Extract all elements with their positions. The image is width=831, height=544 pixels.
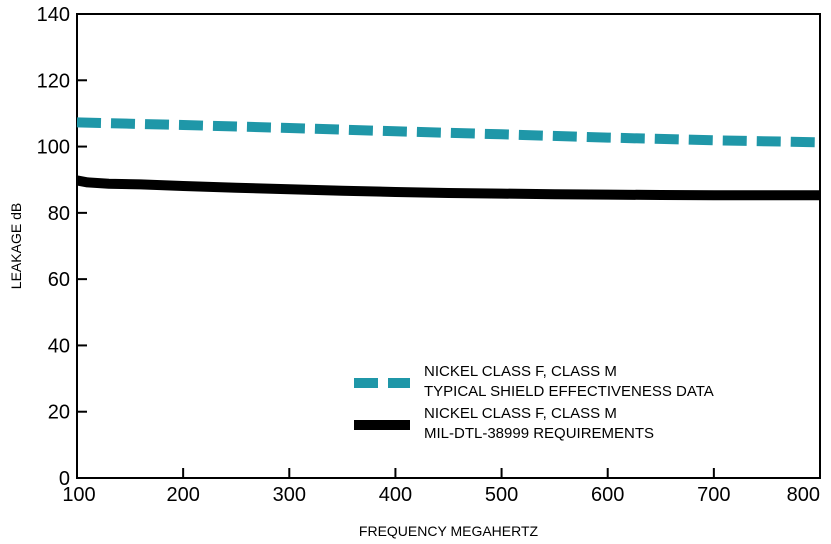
x-axis-label: FREQUENCY MEGAHERTZ bbox=[359, 523, 539, 539]
y-tick-label: 20 bbox=[48, 402, 70, 424]
legend-label: MIL-DTL-38999 REQUIREMENTS bbox=[424, 425, 654, 442]
x-tick-label: 500 bbox=[485, 484, 518, 506]
legend-label: NICKEL CLASS F, CLASS M bbox=[424, 405, 617, 422]
x-tick-label: 200 bbox=[166, 484, 199, 506]
y-tick-label: 140 bbox=[37, 4, 70, 26]
series-line bbox=[76, 117, 821, 148]
y-axis-label: LEAKAGE dB bbox=[8, 203, 24, 289]
x-tick-label: 600 bbox=[591, 484, 624, 506]
legend-label: TYPICAL SHIELD EFFECTIVENESS DATA bbox=[424, 383, 714, 400]
x-tick-label: 800 bbox=[787, 484, 820, 506]
x-tick-label: 400 bbox=[379, 484, 412, 506]
y-tick-label: 40 bbox=[48, 335, 70, 357]
plot-frame bbox=[76, 13, 821, 479]
legend: NICKEL CLASS F, CLASS M TYPICAL SHIELD EF… bbox=[354, 363, 714, 442]
y-tick-label: 80 bbox=[48, 203, 70, 225]
x-tick-label: 300 bbox=[273, 484, 306, 506]
legend-label: NICKEL CLASS F, CLASS M bbox=[424, 363, 617, 380]
x-tick-label: 700 bbox=[697, 484, 730, 506]
series-line bbox=[76, 175, 820, 201]
y-tick-label: 60 bbox=[48, 269, 70, 291]
x-axis-ticks: 100 200 300 400 500 600 700 800 bbox=[62, 468, 821, 506]
y-axis-ticks: 0 20 40 60 80 100 120 140 bbox=[37, 4, 87, 490]
y-tick-label: 0 bbox=[59, 468, 70, 490]
x-tick-label: 100 bbox=[62, 484, 95, 506]
series-layer bbox=[76, 117, 821, 201]
y-tick-label: 100 bbox=[37, 137, 70, 159]
y-tick-label: 120 bbox=[37, 70, 70, 92]
